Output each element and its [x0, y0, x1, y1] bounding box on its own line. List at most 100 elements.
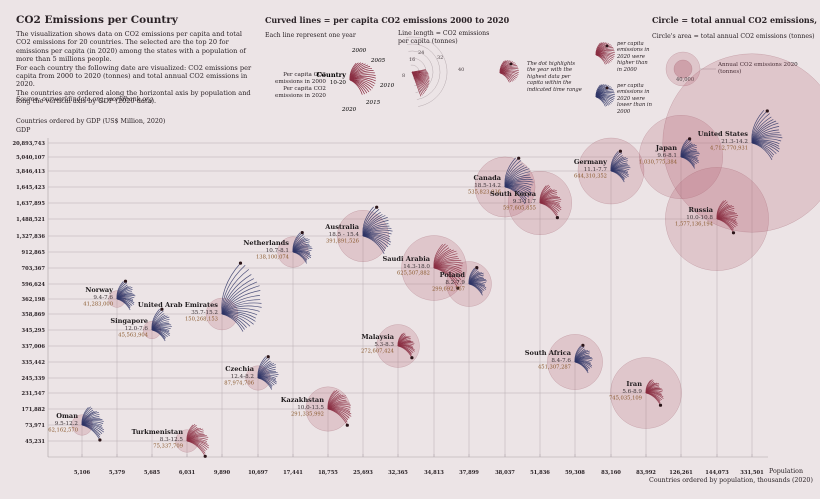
page-title: CO2 Emissions per Country: [16, 14, 178, 26]
legend-year-label: 2015: [365, 100, 381, 106]
y-tick-label: 45,231: [25, 439, 45, 445]
country-name: Malaysia: [361, 333, 394, 341]
country-name: Germany: [574, 158, 607, 166]
year-line: [81, 424, 101, 441]
legend-year-label: 2000: [351, 48, 367, 54]
year-line: [116, 298, 131, 311]
line-length-note: Line length = CO2 emissions per capita (…: [398, 30, 490, 45]
legend-circle-value: 40,000: [676, 77, 694, 83]
year-line: [468, 283, 483, 296]
peak-dot: [410, 356, 414, 360]
x-tick-label: 25,693: [353, 470, 373, 476]
year-line: [504, 186, 526, 204]
country-emissions: 45,563,904: [118, 333, 148, 339]
x-tick-label: 331,501: [740, 470, 764, 476]
country-name: Poland: [440, 271, 466, 279]
x-tick-label: 59,308: [565, 470, 585, 476]
fan-netherlands: [292, 231, 313, 264]
country-values: 18.5-14.2: [474, 183, 501, 189]
country-emissions: 625,507,882: [397, 271, 430, 277]
country-emissions: 299,692,767: [432, 287, 465, 293]
circle-area-note: Circle's area = total annual CO2 emissio…: [652, 33, 815, 40]
legend-year-label: 2020: [341, 107, 357, 113]
legend-scale-arc: [405, 36, 448, 107]
country-name: Singapore: [110, 317, 148, 325]
fan-united-states: [751, 109, 783, 160]
country-emissions: 1,030,775,384: [639, 160, 678, 166]
x-axis-subtitle: Countries ordered by population, thousan…: [649, 477, 813, 484]
peak-dot: [375, 205, 379, 209]
y-tick-label: 3,846,413: [16, 169, 45, 175]
legend-scale-value: 32: [437, 55, 443, 61]
country-name: South Korea: [490, 190, 537, 198]
legend-scale-line: [411, 71, 422, 97]
y-tick-label: 1,645,423: [16, 185, 45, 191]
y-tick-label: 20,893,743: [13, 141, 46, 147]
country-emissions: 745,035,109: [609, 396, 642, 402]
x-tick-label: 18,755: [318, 470, 338, 476]
peak-dot: [731, 231, 736, 235]
fan-south-korea: [539, 184, 562, 220]
legend-scale-value: 24: [418, 50, 424, 56]
x-tick-label: 38,037: [495, 470, 515, 476]
country-values: 12.4-8.2: [231, 374, 255, 380]
legend-peak-dot: [509, 62, 513, 66]
x-tick-label: 5,106: [74, 470, 91, 476]
peak-dot: [555, 216, 560, 220]
country-name: Netherlands: [243, 239, 289, 247]
year-line: [151, 329, 166, 342]
y-tick-label: 362,198: [22, 297, 46, 303]
legend-sample-label: Country: [316, 71, 346, 79]
legend-scale-arc: [407, 43, 441, 100]
y-tick-label: 703,367: [22, 266, 46, 272]
year-line: [610, 170, 625, 183]
y-axis-title: Countries ordered by GDP (US$ Million, 2…: [16, 118, 166, 125]
country-values: 9.6-8.1: [657, 153, 677, 159]
legend-year-label: 2005: [370, 58, 386, 64]
peak-dot: [456, 286, 460, 290]
fan-saudi-arabia: [433, 243, 464, 290]
peak-dot: [203, 454, 207, 458]
y-tick-label: 231,547: [22, 391, 46, 397]
country-values: 10.0-13.5: [297, 405, 324, 411]
country-values: 35.7-15.2: [191, 310, 218, 316]
country-name: South Africa: [525, 349, 572, 357]
x-tick-label: 17,441: [283, 470, 303, 476]
y-tick-label: 1,637,895: [16, 201, 45, 207]
year-line: [186, 440, 206, 457]
peak-dot: [765, 109, 769, 113]
x-tick-label: 51,836: [530, 470, 550, 476]
legend-dot-example: [499, 60, 519, 83]
country-emissions: 391,891,526: [326, 239, 359, 245]
legend-year-label: 2010: [379, 83, 395, 89]
year-line: [257, 377, 273, 390]
y-tick-label: 73,971: [25, 423, 45, 429]
peak-dot: [658, 403, 663, 407]
intro-text: The visualization shows data on CO2 emis…: [16, 30, 254, 106]
fan-poland: [468, 266, 487, 296]
y-tick-label: 5,040,107: [16, 155, 45, 161]
country-emissions: 1,577,136,194: [675, 222, 714, 228]
circle-legend-title: Circle = total annual CO2 emissions, 202…: [652, 15, 820, 25]
country-values: 8.4-7.6: [551, 358, 571, 364]
x-tick-label: 83,992: [636, 470, 656, 476]
label-2000: Per capita CO2 emissions in 2000: [275, 72, 326, 85]
country-values: 5.6-8.9: [622, 389, 642, 395]
x-tick-label: 32,365: [388, 470, 408, 476]
fan-united-arab-emirates: [221, 261, 262, 332]
year-line: [716, 218, 734, 233]
legend-higher-example: [595, 42, 615, 65]
legend-lower-example: [595, 84, 615, 107]
x-tick-label: 6,031: [179, 470, 196, 476]
country-values: 10.0-10.8: [686, 215, 713, 221]
country-emissions: 535,823,936: [468, 190, 501, 196]
label-2020: Per capita CO2 emissions in 2020: [275, 86, 326, 99]
y-tick-label: 1,327,836: [16, 234, 45, 240]
country-emissions: 644,310,352: [574, 174, 607, 180]
peak-dot: [345, 423, 349, 427]
country-name: Norway: [85, 286, 113, 294]
year-line: [680, 156, 696, 169]
legend-year-line: [349, 79, 363, 95]
y-tick-label: 358,869: [22, 312, 46, 318]
